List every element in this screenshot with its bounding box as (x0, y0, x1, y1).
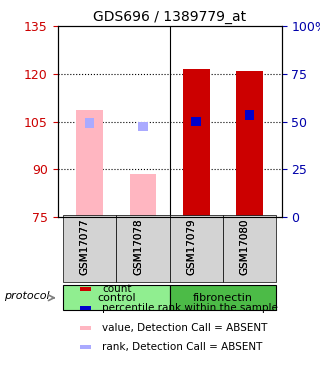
Bar (191, 117, 201, 126)
Bar (80, 326, 91, 330)
Text: control: control (97, 293, 136, 303)
FancyBboxPatch shape (223, 216, 276, 282)
FancyBboxPatch shape (63, 216, 116, 282)
Text: value, Detection Call = ABSENT: value, Detection Call = ABSENT (102, 323, 268, 333)
Text: fibronectin: fibronectin (193, 293, 253, 303)
Text: count: count (102, 284, 132, 294)
Text: GSM17078: GSM17078 (133, 219, 143, 275)
Bar (183, 69, 210, 217)
Text: GSM17080: GSM17080 (240, 219, 250, 275)
Text: GSM17079: GSM17079 (186, 219, 196, 275)
Bar (80, 306, 91, 310)
Text: GSM17077: GSM17077 (80, 219, 90, 275)
Text: GSM17077: GSM17077 (80, 219, 90, 275)
Bar (80, 345, 91, 350)
Bar (245, 110, 254, 120)
Text: GSM17080: GSM17080 (240, 219, 250, 275)
FancyBboxPatch shape (170, 216, 223, 282)
Bar (85, 118, 94, 128)
Text: rank, Detection Call = ABSENT: rank, Detection Call = ABSENT (102, 342, 263, 352)
Bar (80, 286, 91, 291)
Bar (236, 71, 263, 217)
FancyBboxPatch shape (63, 285, 170, 310)
Text: percentile rank within the sample: percentile rank within the sample (102, 303, 278, 313)
Bar (130, 174, 156, 217)
Bar (138, 122, 148, 131)
FancyBboxPatch shape (116, 216, 170, 282)
Bar (76, 110, 103, 217)
Text: protocol: protocol (4, 291, 50, 302)
Text: GSM17079: GSM17079 (186, 219, 196, 275)
Text: GSM17078: GSM17078 (133, 219, 143, 275)
Title: GDS696 / 1389779_at: GDS696 / 1389779_at (93, 10, 246, 24)
FancyBboxPatch shape (170, 285, 276, 310)
